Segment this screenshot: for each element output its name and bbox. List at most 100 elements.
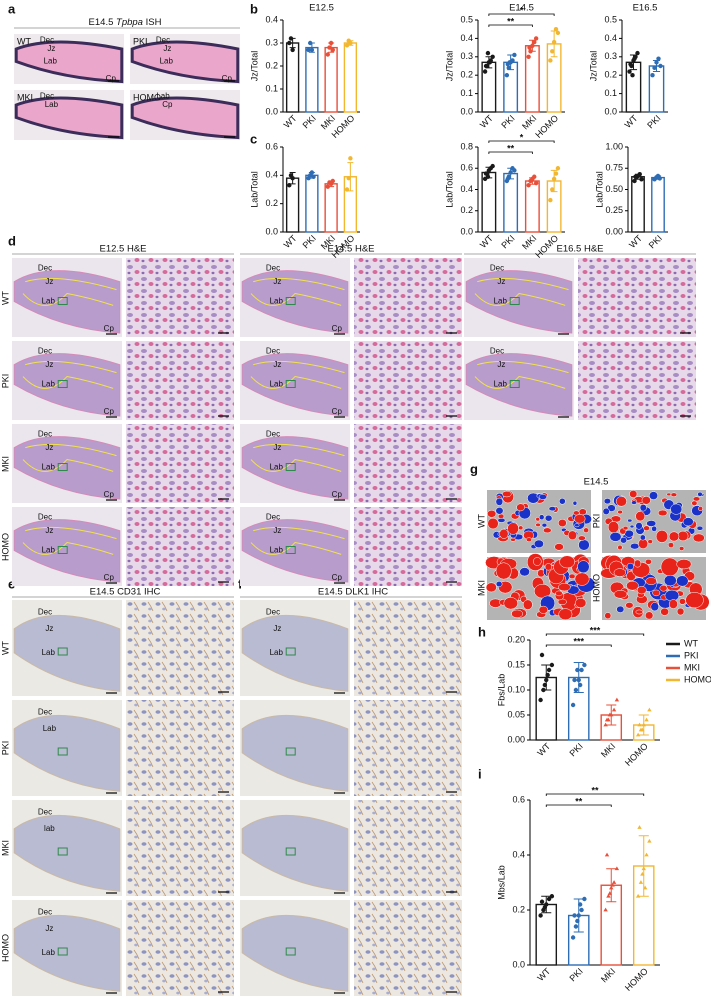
x-tick-label: MKI: [599, 741, 617, 759]
data-point: [526, 54, 531, 60]
data-point: [308, 40, 313, 46]
data-point: [603, 907, 608, 912]
segment: [627, 518, 633, 523]
region-label: Lab: [494, 297, 508, 306]
data-point: [656, 56, 661, 61]
micrograph-zoom: [126, 900, 234, 996]
segment: [647, 539, 653, 544]
y-tick-label: 0.1: [265, 83, 278, 93]
data-point: [577, 682, 583, 688]
segment: [583, 527, 589, 533]
region-label: Dec: [38, 346, 52, 355]
x-tick-label: HOMO: [623, 966, 650, 993]
data-point: [611, 707, 617, 712]
y-axis-label: Mbs/Lab: [496, 865, 506, 900]
y-tick-label: 0.8: [460, 141, 473, 151]
segment: [626, 580, 639, 591]
chart-title: E16.5: [633, 3, 658, 14]
region-label: Cp: [332, 490, 343, 499]
y-tick-label: 0.15: [507, 659, 525, 669]
significance-label: *: [520, 132, 524, 142]
x-tick-label: WT: [282, 233, 299, 250]
data-point: [507, 60, 512, 65]
zone-outline: [250, 360, 345, 389]
data-point: [614, 866, 620, 871]
data-point: [614, 697, 620, 702]
data-point: [346, 175, 351, 181]
segment: [535, 517, 541, 522]
row-label: MKI: [0, 456, 10, 472]
zone-outline: [474, 360, 569, 389]
region-label: Dec: [490, 263, 504, 272]
data-point: [532, 174, 537, 179]
bar: [324, 183, 338, 233]
segment: [558, 497, 566, 505]
row-label: MKI: [476, 580, 486, 596]
x-tick-label: PKI: [568, 741, 585, 758]
region-label: Lab: [42, 297, 56, 306]
segment: [639, 534, 646, 541]
y-axis-label: Jz/Total: [444, 51, 454, 82]
bar: [631, 176, 645, 233]
segment: [636, 585, 647, 595]
region-label: Cp: [162, 100, 173, 109]
segment: [603, 498, 611, 505]
x-tick-label: MKI: [520, 233, 538, 251]
region-label: Dec: [266, 608, 280, 617]
data-point: [325, 52, 330, 57]
segment: [497, 513, 505, 519]
data-point: [572, 677, 577, 683]
segment: [522, 599, 533, 610]
region-label: Cp: [104, 324, 115, 333]
data-point: [533, 180, 539, 186]
significance-label: **: [507, 143, 515, 153]
data-point: [546, 667, 552, 673]
y-tick-label: 0.4: [460, 184, 473, 194]
y-tick-label: 0.10: [507, 684, 525, 694]
data-point: [553, 26, 559, 32]
data-point: [545, 672, 550, 678]
tile-label: PKI: [133, 36, 148, 46]
roi-box: [509, 297, 520, 305]
segment: [617, 509, 623, 515]
y-tick-label: 0.4: [265, 170, 278, 180]
segment: [639, 504, 647, 512]
y-tick-label: 1.00: [605, 141, 623, 151]
y-tick-label: 0.3: [460, 51, 473, 61]
panel-title: E14.5 Tpbpa ISH: [89, 17, 162, 28]
segment: [663, 574, 677, 587]
segment: [635, 609, 643, 615]
row-label: PKI: [0, 741, 10, 756]
region-label: Lab: [270, 463, 284, 472]
segment: [670, 503, 683, 515]
significance-label: ***: [590, 625, 601, 635]
data-point: [638, 880, 644, 884]
roi-box: [57, 297, 68, 305]
region-label: Dec: [266, 512, 280, 521]
segment: [630, 542, 640, 550]
segment: [666, 492, 672, 497]
row-label: WT: [476, 514, 486, 528]
data-point: [570, 702, 576, 708]
segment: [660, 607, 669, 616]
column-header: E14.5: [584, 477, 609, 488]
data-point: [635, 893, 641, 898]
segment: [677, 530, 689, 542]
tissue: [14, 40, 124, 84]
data-point: [641, 722, 646, 727]
segment: [626, 562, 634, 571]
column-header: E12.5 H&E: [100, 244, 147, 255]
segment: [559, 555, 576, 569]
region-label: Jz: [45, 526, 53, 535]
region-label: Lab: [270, 297, 284, 306]
data-point: [635, 50, 640, 56]
tile-label: WT: [17, 36, 31, 46]
region-label: Jz: [273, 443, 281, 452]
region-label: Cp: [104, 407, 115, 416]
x-tick-label: PKI: [499, 233, 516, 250]
micrograph-zoom: [354, 900, 462, 996]
region-label: Dec: [38, 512, 52, 521]
data-point: [483, 63, 489, 69]
segment: [676, 607, 685, 616]
